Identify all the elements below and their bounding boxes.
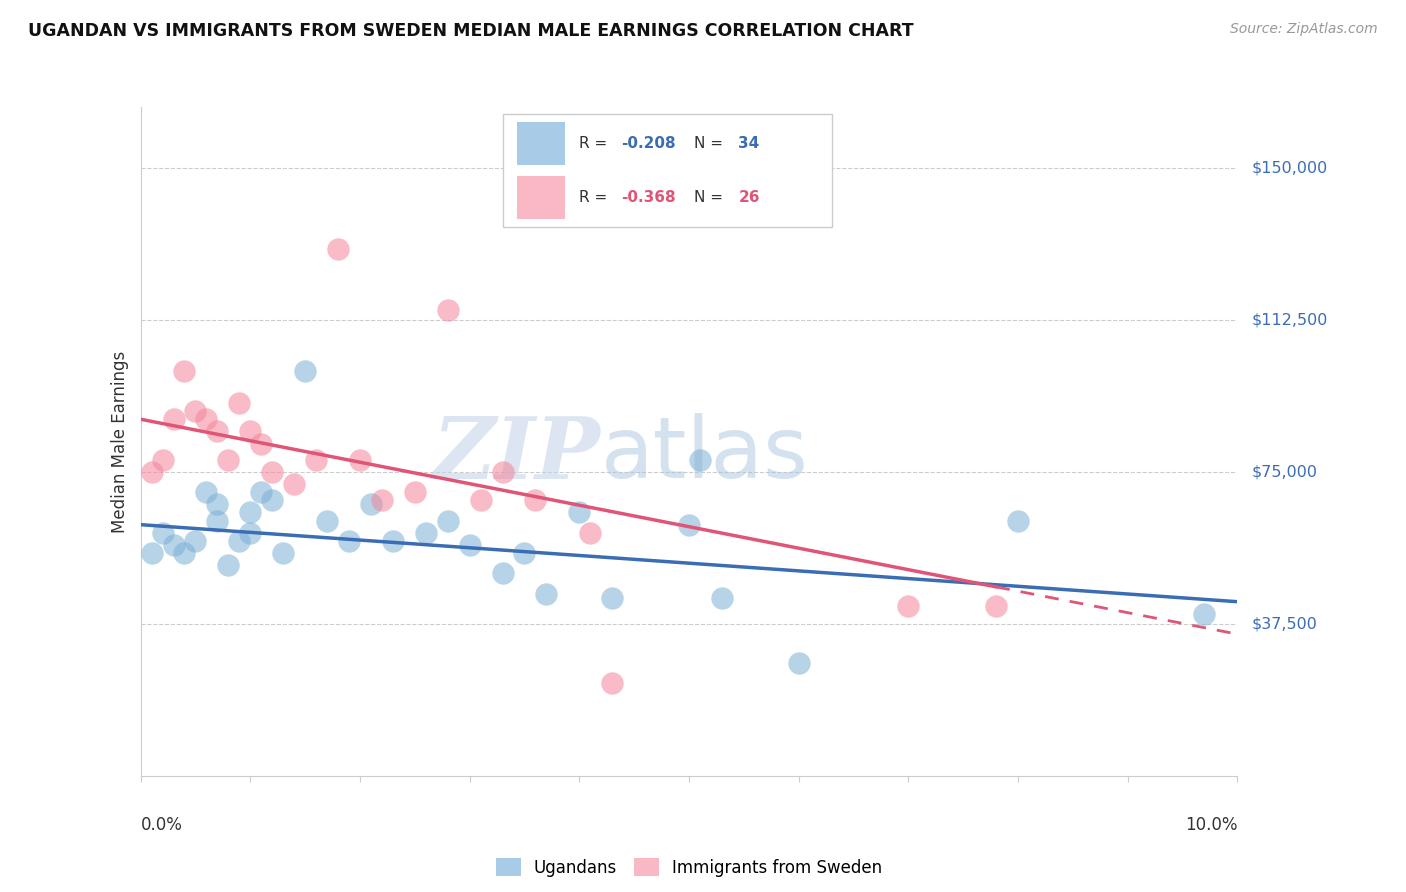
Point: [173, 363, 195, 377]
Point: [250, 485, 273, 500]
Point: [404, 485, 426, 500]
Point: [349, 452, 371, 467]
Point: [316, 514, 339, 528]
Point: [579, 525, 602, 540]
Point: [207, 425, 229, 439]
Point: [239, 506, 262, 520]
Text: 34: 34: [738, 136, 759, 152]
Text: $75,000: $75,000: [1251, 465, 1317, 479]
Y-axis label: Median Male Earnings: Median Male Earnings: [111, 351, 129, 533]
Point: [162, 538, 184, 552]
Legend: Ugandans, Immigrants from Sweden: Ugandans, Immigrants from Sweden: [489, 851, 889, 883]
Text: atlas: atlas: [602, 413, 810, 497]
Point: [360, 497, 382, 511]
Point: [436, 302, 458, 317]
Text: -0.368: -0.368: [621, 190, 675, 205]
Point: [184, 533, 207, 548]
Point: [1007, 514, 1029, 528]
Point: [491, 566, 513, 581]
Point: [897, 599, 920, 613]
Point: [271, 546, 294, 560]
Point: [207, 514, 229, 528]
Point: [678, 517, 700, 532]
Text: ZIP: ZIP: [433, 413, 602, 497]
Point: [228, 396, 250, 410]
Text: R =: R =: [579, 190, 613, 205]
Text: $37,500: $37,500: [1251, 616, 1317, 632]
Point: [195, 412, 218, 426]
Point: [217, 452, 239, 467]
Point: [600, 675, 623, 690]
Point: [162, 412, 184, 426]
Point: [710, 591, 733, 605]
Point: [250, 436, 273, 450]
Point: [239, 425, 262, 439]
Point: [141, 465, 163, 479]
Point: [262, 493, 284, 508]
Point: [337, 533, 360, 548]
Point: [141, 546, 163, 560]
Text: 0.0%: 0.0%: [141, 816, 183, 834]
FancyBboxPatch shape: [502, 114, 831, 227]
Point: [326, 242, 349, 256]
Point: [524, 493, 547, 508]
Point: [787, 656, 810, 670]
Text: $112,500: $112,500: [1251, 312, 1327, 327]
Point: [470, 493, 492, 508]
Point: [600, 591, 623, 605]
Point: [283, 477, 305, 491]
FancyBboxPatch shape: [517, 122, 565, 165]
Point: [436, 514, 458, 528]
Text: N =: N =: [695, 136, 728, 152]
Point: [568, 506, 591, 520]
Text: $150,000: $150,000: [1251, 161, 1327, 176]
Point: [513, 546, 536, 560]
Point: [239, 525, 262, 540]
Point: [217, 558, 239, 573]
Point: [207, 497, 229, 511]
Text: 10.0%: 10.0%: [1185, 816, 1237, 834]
Point: [305, 452, 328, 467]
Point: [415, 525, 437, 540]
Point: [1194, 607, 1216, 621]
Point: [689, 452, 711, 467]
Point: [173, 546, 195, 560]
Point: [195, 485, 218, 500]
Point: [458, 538, 481, 552]
Point: [381, 533, 404, 548]
Point: [984, 599, 1007, 613]
Point: [184, 404, 207, 418]
Text: N =: N =: [695, 190, 728, 205]
Text: 26: 26: [738, 190, 759, 205]
Point: [491, 465, 513, 479]
Text: R =: R =: [579, 136, 613, 152]
FancyBboxPatch shape: [517, 176, 565, 219]
Point: [262, 465, 284, 479]
Point: [152, 525, 174, 540]
Point: [228, 533, 250, 548]
Text: -0.208: -0.208: [621, 136, 675, 152]
Point: [536, 586, 558, 600]
Text: Source: ZipAtlas.com: Source: ZipAtlas.com: [1230, 22, 1378, 37]
Text: UGANDAN VS IMMIGRANTS FROM SWEDEN MEDIAN MALE EARNINGS CORRELATION CHART: UGANDAN VS IMMIGRANTS FROM SWEDEN MEDIAN…: [28, 22, 914, 40]
Point: [294, 363, 316, 377]
Point: [152, 452, 174, 467]
Point: [371, 493, 394, 508]
